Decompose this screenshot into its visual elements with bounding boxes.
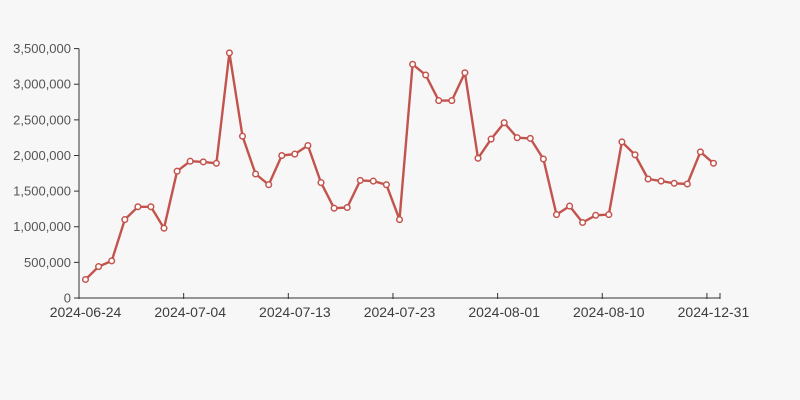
data-point-marker <box>238 132 247 140</box>
data-point-marker <box>121 216 129 224</box>
data-point-marker <box>552 211 561 219</box>
y-axis-label: 0 <box>64 291 71 306</box>
x-axis-label: 2024-08-01 <box>468 304 540 320</box>
y-axis-label: 1,000,000 <box>13 219 71 234</box>
data-point-marker <box>304 141 312 150</box>
x-axis-label: 2024-07-13 <box>259 304 331 320</box>
data-point-marker <box>579 218 587 227</box>
y-axis: 0 500,000 1,000,000 1,500,000 2,000,000 2,500… <box>13 41 80 306</box>
data-point-marker <box>631 151 639 159</box>
data-point-marker <box>291 150 299 158</box>
data-point-marker <box>382 181 390 189</box>
data-point-marker <box>605 211 613 219</box>
y-axis-label: 3,500,000 <box>13 41 71 56</box>
data-point-marker <box>566 202 574 210</box>
data-point-marker <box>657 177 665 185</box>
x-axis-label: 2024-08-10 <box>573 304 645 320</box>
data-point-marker <box>526 134 534 142</box>
data-point-marker <box>356 176 364 184</box>
y-axis-label: 1,500,000 <box>13 184 71 199</box>
data-point-marker <box>212 159 220 167</box>
data-point-marker <box>448 97 456 105</box>
x-axis-label: 2024-07-04 <box>154 304 226 320</box>
data-point-marker <box>618 138 626 146</box>
data-point-marker <box>696 148 704 156</box>
data-point-marker <box>186 157 194 165</box>
x-axis: 2024-06-24 2024-07-04 2024-07-13 2024-07-23… <box>50 293 750 320</box>
data-point-marker <box>173 167 181 175</box>
data-point-marker <box>199 158 207 166</box>
data-point-marker <box>95 263 103 271</box>
data-point-marker <box>134 203 142 211</box>
data-point-marker <box>278 151 286 160</box>
data-point-marker <box>709 159 718 167</box>
data-point-marker <box>330 204 338 212</box>
y-axis-label: 500,000 <box>24 255 71 270</box>
data-point-marker <box>369 177 377 185</box>
data-point-marker <box>422 71 430 79</box>
data-point-marker <box>252 170 260 178</box>
data-point-marker <box>147 203 155 211</box>
data-point-marker <box>539 155 547 163</box>
x-axis-label: 2024-06-24 <box>50 304 122 320</box>
data-point-marker <box>670 179 678 187</box>
data-point-marker <box>160 224 168 232</box>
y-axis-label: 2,500,000 <box>13 112 71 127</box>
data-point-marker <box>487 135 495 143</box>
data-point-marker <box>343 203 351 212</box>
data-point-marker <box>265 181 273 189</box>
series-markers <box>81 49 718 284</box>
data-point-marker <box>513 134 521 142</box>
x-axis-label: 2024-12-31 <box>678 304 750 320</box>
data-point-marker <box>395 216 404 224</box>
data-point-marker <box>435 97 443 105</box>
x-axis-label: 2024-07-23 <box>364 304 436 320</box>
data-point-marker <box>500 119 508 127</box>
data-point-marker <box>225 49 233 57</box>
y-axis-label: 2,000,000 <box>13 148 71 163</box>
data-point-marker <box>108 257 116 265</box>
data-point-marker <box>81 275 90 284</box>
y-axis-label: 3,000,000 <box>13 77 71 92</box>
data-point-marker <box>683 180 691 188</box>
data-point-marker <box>317 179 325 187</box>
data-point-marker <box>592 211 600 219</box>
data-point-marker <box>461 69 469 77</box>
data-point-marker <box>644 175 652 183</box>
data-point-marker <box>409 60 417 68</box>
data-point-marker <box>474 154 482 162</box>
series-daily-volume <box>81 49 718 284</box>
